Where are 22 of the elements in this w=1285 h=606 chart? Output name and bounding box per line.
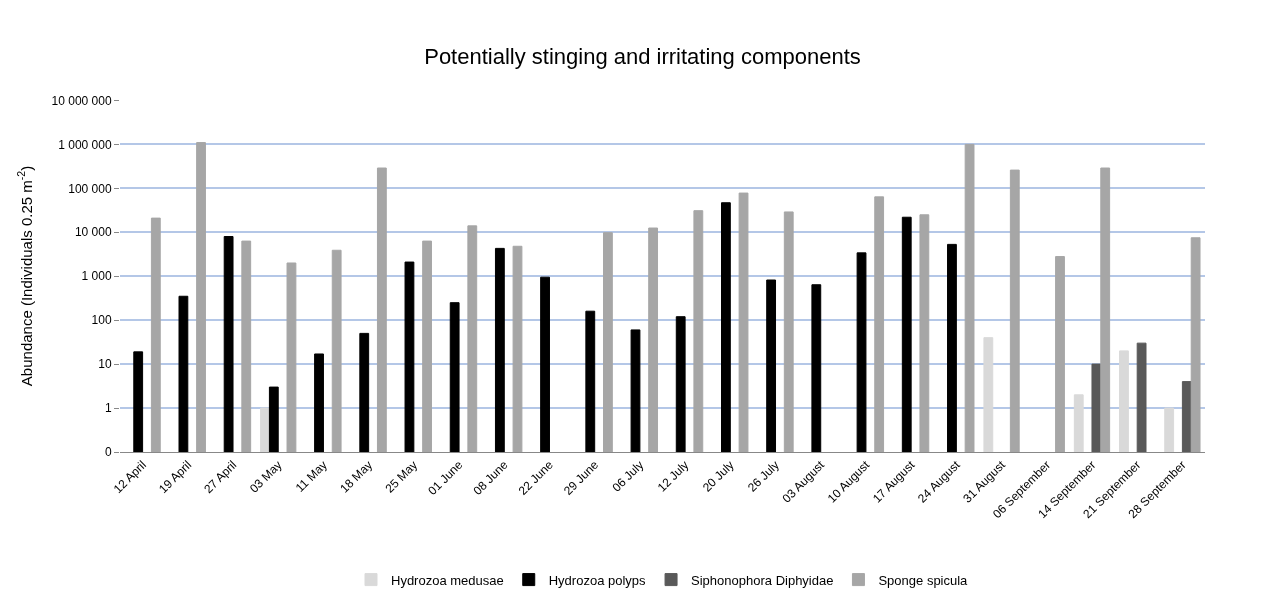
x-tick-label: 26 July [745, 457, 782, 495]
y-tick-label: 1 [104, 401, 112, 416]
y-tick-label: 0 [104, 445, 112, 460]
x-tick-label: 12 July [654, 457, 692, 495]
x-tick-label: 06 July [609, 457, 647, 495]
y-tick-label: 100 [91, 313, 112, 328]
x-tick-label: 03 May [246, 457, 285, 496]
y-tick-label: 1 000 000 [58, 137, 112, 152]
y-tick-label: 10 000 [74, 225, 112, 240]
x-tick-label: 20 July [699, 457, 737, 495]
x-tick-label: 18 May [337, 457, 376, 496]
x-tick-label: 25 May [382, 457, 421, 496]
legend-label: Sponge spicula [878, 572, 969, 588]
x-tick-label: 11 May [292, 457, 330, 495]
y-tick-label: 10 [98, 357, 112, 372]
chart-title: Potentially stinging and irritating components [424, 43, 861, 69]
legend-label: Hydrozoa medusae [391, 572, 504, 588]
legend-label: Siphonophora Diphyidae [691, 572, 834, 588]
legend-label: Hydrozoa polyps [548, 572, 647, 588]
y-tick-label: 1 000 [81, 269, 112, 284]
y-tick-label: 10 000 000 [51, 93, 112, 108]
y-tick-label: 100 000 [68, 181, 112, 196]
